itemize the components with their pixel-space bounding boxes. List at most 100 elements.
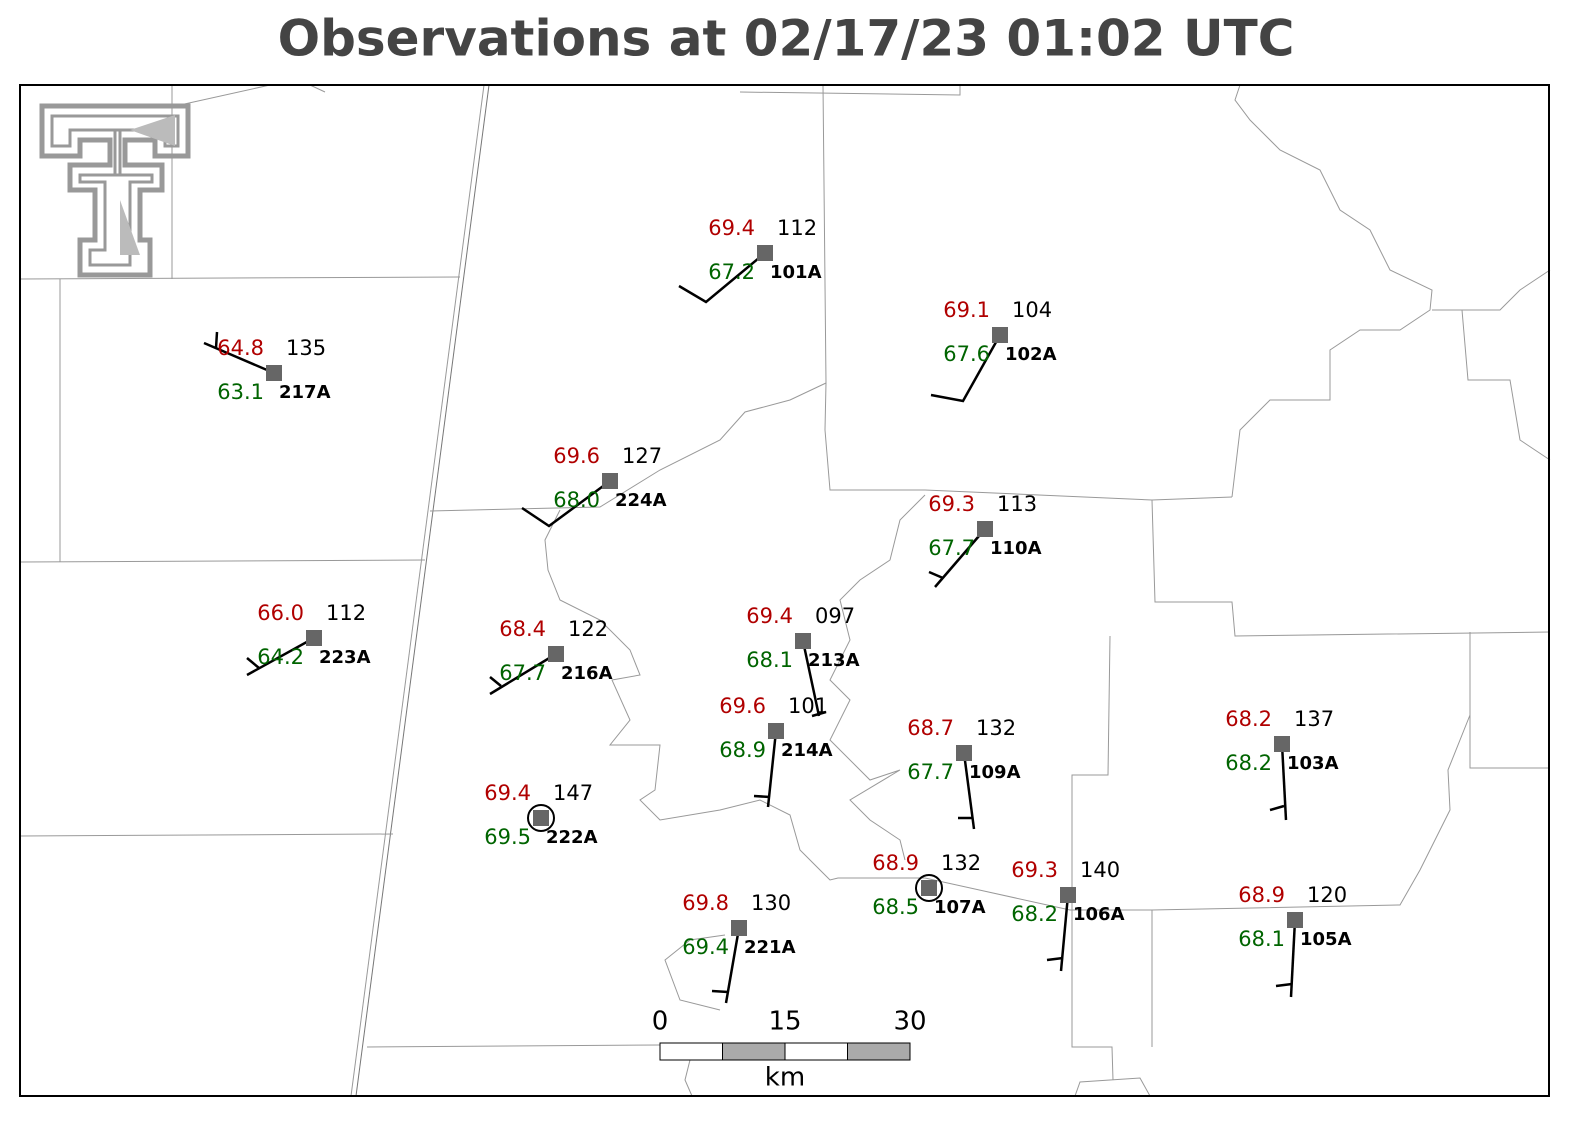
wind-barb xyxy=(801,640,821,717)
wind-barb-flag xyxy=(1269,804,1285,812)
wind-barb-flag xyxy=(928,570,944,580)
temperature: 69.6 xyxy=(553,444,600,468)
wind-barb xyxy=(489,652,557,696)
pressure: 097 xyxy=(815,604,855,628)
pressure: 132 xyxy=(941,851,981,875)
dewpoint: 67.7 xyxy=(499,661,546,685)
dewpoint: 67.7 xyxy=(907,760,954,784)
wind-barb-flag xyxy=(1046,956,1064,962)
wind-barb xyxy=(678,252,766,304)
dewpoint: 68.1 xyxy=(746,648,793,672)
wind-barb xyxy=(724,927,741,1004)
dewpoint: 67.6 xyxy=(943,342,990,366)
calm-circle xyxy=(527,804,555,832)
temperature: 69.3 xyxy=(928,492,975,516)
stations: 69.4 112 67.2 101A 69.1 104 67.6 102A 64.8 135 63.… xyxy=(203,216,1352,1004)
boundaries xyxy=(19,84,1551,1097)
dewpoint: 67.2 xyxy=(708,260,755,284)
scale-label: 15 xyxy=(768,1007,801,1037)
temperature: 69.4 xyxy=(484,781,531,805)
station-marker xyxy=(306,630,322,646)
dewpoint: 68.5 xyxy=(872,895,919,919)
wind-barb xyxy=(521,479,611,528)
pressure: 127 xyxy=(622,444,662,468)
temperature: 69.3 xyxy=(1011,858,1058,882)
pressure: 122 xyxy=(568,617,608,641)
station-marker xyxy=(977,521,993,537)
pressure: 130 xyxy=(751,891,791,915)
station-id: 217A xyxy=(279,382,331,403)
pressure: 140 xyxy=(1080,858,1120,882)
station-id: 222A xyxy=(546,827,598,848)
station-id: 110A xyxy=(990,538,1042,559)
station-id: 107A xyxy=(934,897,986,918)
pressure: 101 xyxy=(788,694,828,718)
temperature: 68.9 xyxy=(1238,883,1285,907)
pressure: 112 xyxy=(326,601,366,625)
pressure: 147 xyxy=(553,781,593,805)
wind-barb-flag xyxy=(711,989,729,994)
dewpoint: 69.5 xyxy=(484,825,531,849)
pressure: 137 xyxy=(1294,707,1334,731)
wind-barb-flag xyxy=(214,331,219,349)
station-marker xyxy=(533,810,549,826)
station-marker xyxy=(602,473,618,489)
station-id: 214A xyxy=(781,740,833,761)
dewpoint: 68.2 xyxy=(1225,751,1272,775)
station-id: 105A xyxy=(1300,929,1352,950)
logo xyxy=(39,103,191,278)
station-marker xyxy=(548,646,564,662)
station-id: 102A xyxy=(1005,344,1057,365)
station-marker xyxy=(1060,887,1076,903)
wind-barb-flag xyxy=(811,710,827,718)
scale-label: 0 xyxy=(652,1007,669,1037)
wind-barb xyxy=(934,528,986,588)
wind-barb xyxy=(1059,894,1070,972)
dewpoint: 69.4 xyxy=(682,935,729,959)
pressure: 113 xyxy=(997,492,1037,516)
dewpoint: 63.1 xyxy=(217,380,264,404)
dewpoint: 64.2 xyxy=(257,645,304,669)
wind-barb xyxy=(1289,919,1297,998)
temperature: 69.8 xyxy=(682,891,729,915)
scale-label: 30 xyxy=(893,1007,926,1037)
station-marker xyxy=(992,327,1008,343)
temperature: 68.7 xyxy=(907,716,954,740)
station-marker xyxy=(795,633,811,649)
scale-bar: 0 15 30 km xyxy=(652,1007,927,1093)
pressure: 120 xyxy=(1307,883,1347,907)
temperature: 69.6 xyxy=(719,694,766,718)
dewpoint: 67.7 xyxy=(928,536,975,560)
title: Observations at 02/17/23 01:02 UTC xyxy=(278,10,1295,68)
wind-barb xyxy=(203,341,275,375)
map-frame xyxy=(19,84,1550,1097)
wind-barb xyxy=(930,334,1002,403)
wind-barb-flag xyxy=(489,676,502,687)
station-id: 103A xyxy=(1287,753,1339,774)
station-id: 213A xyxy=(808,650,860,671)
station-marker xyxy=(768,723,784,739)
station-id: 216A xyxy=(561,663,613,684)
temperature: 69.4 xyxy=(746,604,793,628)
station-marker xyxy=(956,745,972,761)
pressure: 132 xyxy=(976,716,1016,740)
station-id: 101A xyxy=(770,262,822,283)
station-marker xyxy=(1274,736,1290,752)
dewpoint: 68.1 xyxy=(1238,927,1285,951)
scale-unit: km xyxy=(765,1063,805,1093)
temperature: 68.9 xyxy=(872,851,919,875)
calm-circle xyxy=(915,874,943,902)
station-marker xyxy=(266,365,282,381)
station-id: 221A xyxy=(744,937,796,958)
station-marker xyxy=(921,880,937,896)
temperature: 69.1 xyxy=(943,298,990,322)
wind-barb-flag xyxy=(1275,982,1293,988)
temperature: 69.4 xyxy=(708,216,755,240)
wind-barb xyxy=(1280,743,1288,821)
station-id: 106A xyxy=(1073,904,1125,925)
pressure: 112 xyxy=(777,216,817,240)
station-id: 223A xyxy=(319,647,371,668)
wind-barb xyxy=(962,752,976,830)
temperature: 64.8 xyxy=(217,336,264,360)
